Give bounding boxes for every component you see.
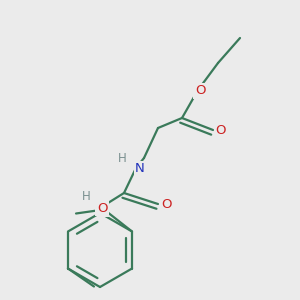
Text: N: N (98, 202, 108, 215)
Text: H: H (82, 190, 90, 203)
Text: N: N (135, 163, 145, 176)
Text: O: O (195, 85, 205, 98)
Text: H: H (118, 152, 126, 164)
Text: O: O (97, 202, 107, 215)
Text: O: O (216, 124, 226, 137)
Text: O: O (161, 199, 171, 212)
